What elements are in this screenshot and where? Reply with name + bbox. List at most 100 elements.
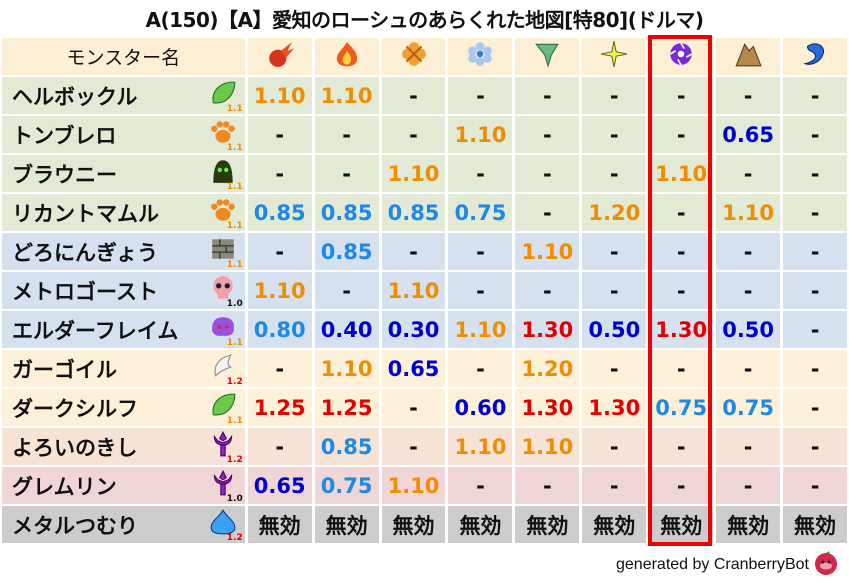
resistance-value: - [582,116,647,153]
resistance-value: - [783,311,848,348]
monster-name-cell[interactable]: どろにんぎょう 1.1 [2,233,245,270]
resistance-value: 1.20 [515,350,580,387]
monster-name: メトロゴースト [12,279,158,304]
resistance-value: - [582,233,647,270]
resistance-value: 0.75 [649,389,714,426]
element-header-7[interactable] [649,38,714,75]
resistance-value: 1.10 [515,428,580,465]
monster-name-cell[interactable]: リカントマムル 1.1 [2,194,245,231]
monster-name-cell[interactable]: ヘルボックル 1.1 [2,77,245,114]
resistance-value: 0.60 [448,389,513,426]
monster-name-header: モンスター名 [2,38,245,75]
resistance-value: - [582,155,647,192]
resistance-value: - [247,155,312,192]
resistance-value: - [448,155,513,192]
resistance-value: 無効 [314,506,379,543]
element-header-8[interactable] [716,38,781,75]
element-header-1[interactable] [247,38,312,75]
resistance-value: - [783,428,848,465]
paw-icon [209,196,235,222]
table-row: ダークシルフ 1.1 1.25 1.25-0.60 1.30 1.30 0.75 0.75- [2,387,848,426]
resistance-value: 0.40 [314,311,379,348]
monster-name: ブラウニー [12,162,117,187]
resistance-value: - [716,77,781,114]
resistance-value: 1.30 [582,389,647,426]
monster-name-cell[interactable]: ダークシルフ 1.1 [2,389,245,426]
resistance-value: 0.50 [716,311,781,348]
purple-ghost-icon [209,313,235,339]
resistance-value: - [649,233,714,270]
resistance-value: 1.20 [582,194,647,231]
resistance-value: - [649,467,714,504]
monster-name-cell[interactable]: トンブレロ 1.1 [2,116,245,153]
level-label: 1.1 [226,143,243,153]
resistance-value: 1.10 [381,155,446,192]
paw-icon [209,118,235,144]
resistance-value: - [649,77,714,114]
resistance-value: - [381,233,446,270]
table-row: ヘルボックル 1.1 1.10 1.10- - - - - - - [2,75,848,114]
resistance-value: - [783,272,848,309]
flame-icon [333,40,361,73]
resistance-value: - [582,467,647,504]
resistance-value: - [247,233,312,270]
resistance-value: - [515,467,580,504]
slime-icon [209,508,236,535]
cranberry-bot-icon [815,551,837,575]
table-row: トンブレロ 1.1- - -1.10- - -0.65- [2,114,848,153]
resistance-value: - [783,77,848,114]
resistance-value: - [649,428,714,465]
resistance-value: 1.10 [649,155,714,192]
resistance-value: - [314,116,379,153]
resistance-value: - [649,194,714,231]
monster-name-cell[interactable]: エルダーフレイム 1.1 [2,311,245,348]
resistance-value: - [716,272,781,309]
resistance-value: 1.10 [448,116,513,153]
monster-name-cell[interactable]: ガーゴイル 1.2 [2,350,245,387]
earth-icon [734,40,762,73]
resistance-value: 無効 [582,506,647,543]
level-label: 1.0 [226,299,243,309]
monster-name-cell[interactable]: メトロゴースト 1.0 [2,272,245,309]
monster-name-cell[interactable]: ブラウニー 1.1 [2,155,245,192]
resistance-value: 無効 [783,506,848,543]
element-header-2[interactable] [314,38,379,75]
resistance-value: - [381,116,446,153]
level-label: 1.0 [226,494,243,504]
resistance-value: - [448,467,513,504]
resistance-value: - [783,194,848,231]
element-header-5[interactable] [515,38,580,75]
monster-name: メタルつむり [12,513,138,538]
element-header-9[interactable] [783,38,847,75]
element-header-3[interactable] [381,38,446,75]
resistance-value: 無効 [515,506,580,543]
monster-name-cell[interactable]: よろいのきし 1.2 [2,428,245,465]
monster-name-cell[interactable]: メタルつむり 1.2 [2,506,245,543]
resistance-value: - [783,233,848,270]
level-label: 1.2 [226,455,243,465]
monster-name: ヘルボックル [12,84,138,109]
monster-name-cell[interactable]: グレムリン 1.0 [2,467,245,504]
table-row: メタルつむり 1.2 無効 無効 無効 無効 無効 無効 無効 無効 無効 [2,504,848,543]
table-row: グレムリン 1.0 0.65 0.75 1.10- - - - - - [2,465,848,504]
element-header-6[interactable] [582,38,647,75]
fire-ball-icon [266,40,294,73]
resistance-value: 1.10 [247,77,312,114]
resistance-value: - [515,194,580,231]
resistance-value: - [582,77,647,114]
resistance-value: - [515,116,580,153]
resistance-value: 1.10 [448,311,513,348]
level-label: 1.1 [226,182,243,192]
element-header-4[interactable] [448,38,513,75]
trident-icon [209,469,235,496]
resistance-value: - [716,350,781,387]
resistance-value: - [448,77,513,114]
resistance-value: - [582,350,647,387]
resistance-value: - [649,272,714,309]
resistance-value: - [649,350,714,387]
monster-name: トンブレロ [12,123,117,148]
resistance-value: 1.25 [314,389,379,426]
resistance-value: - [716,467,781,504]
resistance-value: - [448,233,513,270]
light-icon [600,40,628,73]
